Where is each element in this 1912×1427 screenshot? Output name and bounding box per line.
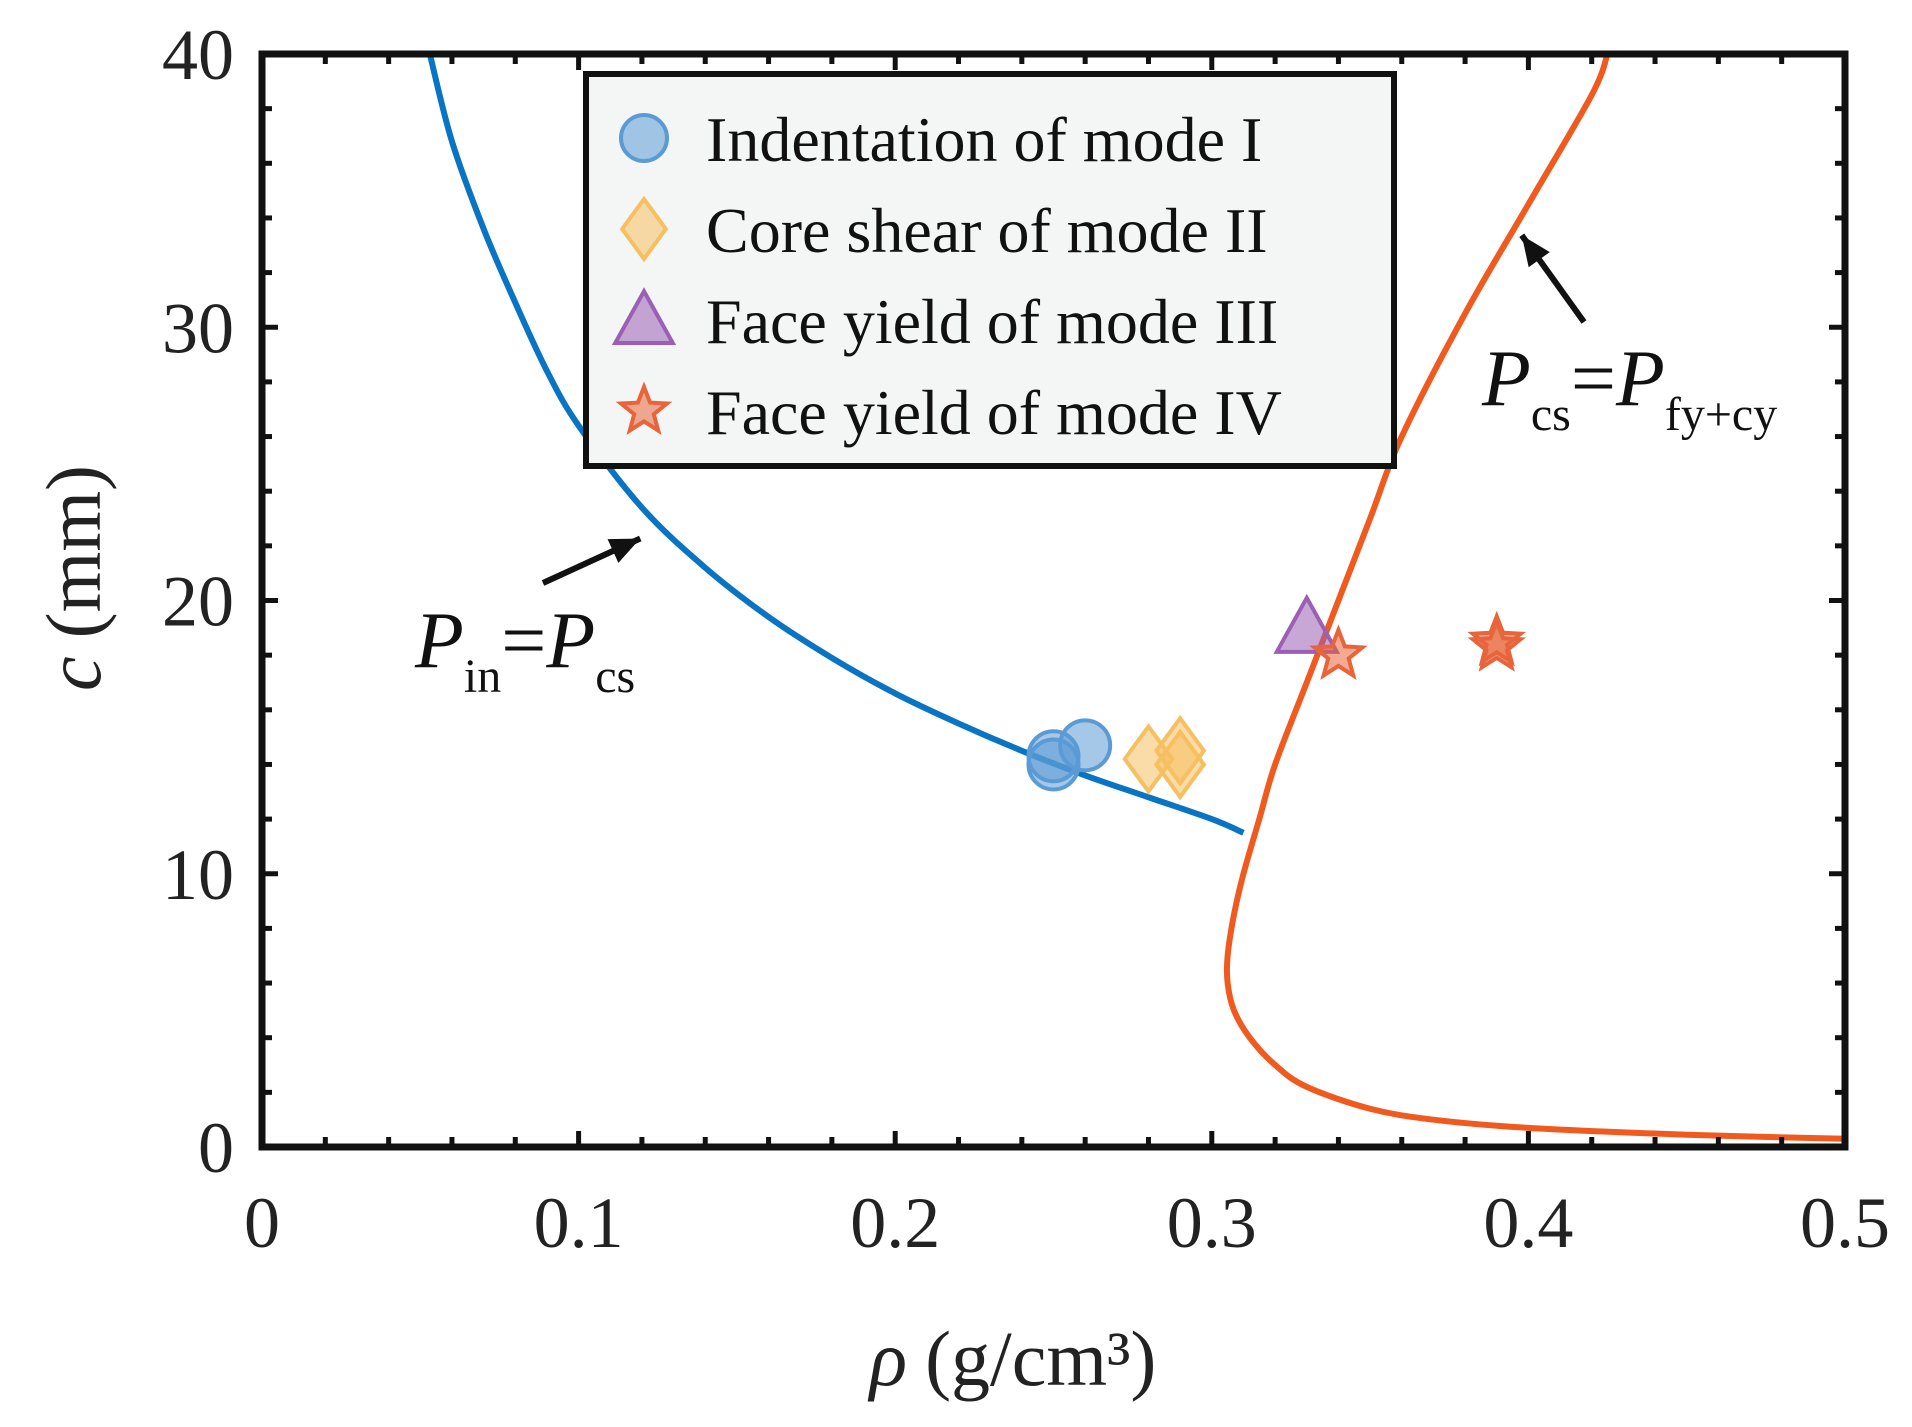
legend-item: Face yield of mode IV [615,377,1282,448]
x-axis-unit: (g/cm³) [925,1315,1156,1402]
circle-data-point [1058,718,1113,773]
legend-box [583,71,1397,469]
annotation-pin-pcs: Pin=Pcs [414,597,635,703]
y-axis-title: c (mm) [30,465,117,691]
star-legend-icon [615,381,673,435]
legend-label: Face yield of mode III [706,286,1278,357]
star-data-point [1309,624,1368,681]
data-markers [1026,593,1527,801]
legend-item: Face yield of mode III [611,286,1278,357]
legend-item: Indentation of mode I [619,104,1262,175]
annotation-pcs-pfycy: Pcs=Pfy+cy [1481,335,1777,441]
star-data-point [1467,616,1526,672]
diamond-data-point [1153,714,1207,787]
x-tick-label: 0.1 [534,1183,624,1263]
annotation-arrows [541,233,1587,586]
y-axis-unit: (mm) [30,465,117,638]
x-tick-label: 0.4 [1483,1183,1573,1263]
diamond-legend-icon [619,195,669,263]
y-tick-label: 30 [162,288,234,368]
curve-pin-pcs [426,53,1245,836]
x-axis-symbol: ρ [868,1315,907,1402]
svg-text:Pin=Pcs: Pin=Pcs [414,597,635,703]
legend-item: Core shear of mode II [619,195,1268,266]
svg-text:Pcs=Pfy+cy: Pcs=Pfy+cy [1481,335,1777,441]
y-tick-label: 20 [162,562,234,642]
y-tick-label: 0 [198,1108,234,1188]
boundary-curves [426,52,1846,1142]
arrowhead [1521,235,1550,268]
triangle-legend-icon [611,287,677,345]
y-axis-symbol: c [30,656,117,691]
legend-label: Core shear of mode II [706,195,1268,266]
y-tick-label: 40 [162,15,234,95]
legend-label: Indentation of mode I [706,104,1262,175]
x-tick-label: 0 [244,1183,280,1263]
y-tick-label: 10 [162,835,234,915]
curve-pcs-pfycy [1223,52,1846,1142]
legend-label: Face yield of mode IV [706,377,1282,448]
triangle-data-point [1273,593,1341,654]
x-axis-title: ρ (g/cm³) [868,1315,1157,1402]
arrowhead [607,538,641,563]
x-tick-label: 0.3 [1167,1183,1257,1263]
circle-legend-icon [619,113,669,163]
axis-ticks [259,51,1848,1150]
axis-tick-labels: 0 0.1 0.2 0.3 0.4 0.5 0 10 20 30 40 [162,15,1890,1263]
x-tick-label: 0.5 [1800,1183,1890,1263]
legend: Indentation of mode I Core shear of mode … [583,71,1397,469]
x-tick-label: 0.2 [850,1183,940,1263]
